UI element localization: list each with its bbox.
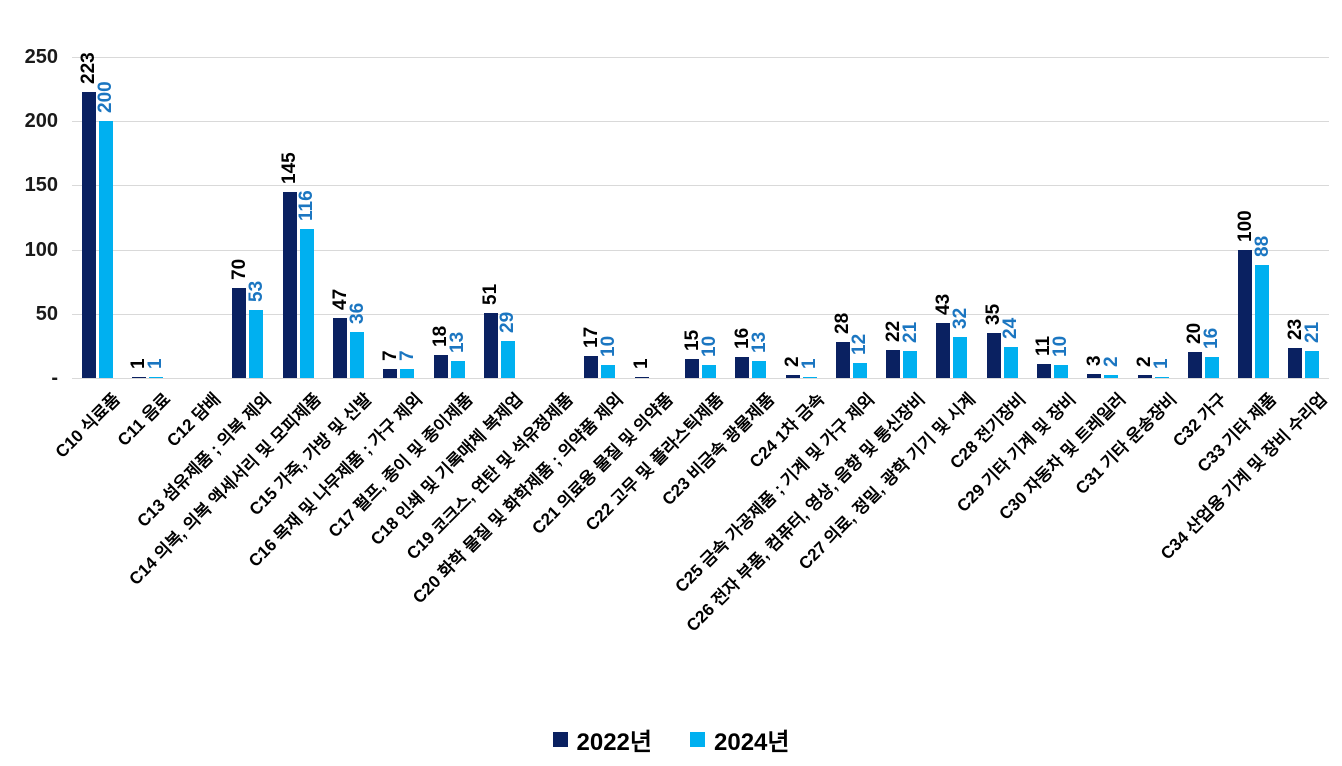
bar-2022년-C34[interactable] bbox=[1288, 348, 1303, 378]
bar-value-label: 200 bbox=[95, 81, 117, 114]
gridline bbox=[72, 121, 1329, 123]
bar-2022년-C30[interactable] bbox=[1087, 374, 1102, 378]
gridline bbox=[72, 313, 1329, 315]
bar-value-label: 88 bbox=[1251, 235, 1273, 257]
bar-value-label: 21 bbox=[1301, 321, 1323, 344]
legend-swatch-icon bbox=[552, 732, 568, 747]
bar-2022년-C24[interactable] bbox=[785, 375, 800, 378]
bar-2024년-C15[interactable] bbox=[350, 331, 365, 378]
bar-2022년-C32[interactable] bbox=[1187, 352, 1202, 378]
bar-value-label: 223 bbox=[78, 51, 100, 84]
y-axis-tick-label: 150 bbox=[24, 174, 58, 197]
plot-area bbox=[72, 57, 1329, 379]
bar-2024년-C11[interactable] bbox=[148, 376, 163, 378]
bar-2024년-C29[interactable] bbox=[1053, 365, 1068, 378]
bar-2022년-C10[interactable] bbox=[81, 91, 96, 378]
legend-item-2024년[interactable]: 2024년 bbox=[690, 722, 789, 757]
bar-2022년-C33[interactable] bbox=[1238, 249, 1253, 378]
bar-value-label: 1 bbox=[631, 358, 653, 369]
bar-value-label: 10 bbox=[698, 336, 720, 358]
bar-value-label: 116 bbox=[296, 190, 318, 222]
y-axis-tick-label: 100 bbox=[24, 238, 58, 261]
bar-2024년-C26[interactable] bbox=[903, 351, 918, 378]
bar-2022년-C15[interactable] bbox=[333, 317, 348, 378]
bar-value-label: 2 bbox=[1100, 356, 1122, 368]
legend: 2022년 2024년 bbox=[0, 722, 1342, 757]
legend-swatch-icon bbox=[690, 732, 705, 747]
bar-2022년-C29[interactable] bbox=[1036, 363, 1051, 378]
legend-label: 2022년 bbox=[576, 729, 652, 756]
y-axis-tick-label: 50 bbox=[35, 302, 58, 325]
x-axis-category-label: C11 음료 bbox=[114, 389, 175, 450]
bar-2024년-C16[interactable] bbox=[400, 369, 415, 378]
legend-item-2022년[interactable]: 2022년 bbox=[552, 722, 652, 757]
gridline bbox=[72, 57, 1329, 58]
bar-2022년-C27[interactable] bbox=[936, 322, 951, 378]
bar-2022년-C22[interactable] bbox=[685, 358, 699, 378]
bar-value-label: 24 bbox=[1000, 318, 1022, 340]
bar-value-label: 29 bbox=[497, 311, 519, 333]
gridline bbox=[72, 249, 1329, 251]
bar-2022년-C13[interactable] bbox=[232, 288, 247, 378]
bar-2024년-C25[interactable] bbox=[852, 362, 867, 378]
bar-2022년-C25[interactable] bbox=[835, 342, 850, 378]
bar-value-label: 13 bbox=[447, 332, 469, 354]
bar-2022년-C20[interactable] bbox=[584, 356, 599, 378]
bar-2024년-C27[interactable] bbox=[953, 336, 968, 378]
bar-value-label: 1 bbox=[145, 358, 167, 369]
bar-2022년-C31[interactable] bbox=[1137, 375, 1152, 378]
bar-value-label: 7 bbox=[396, 350, 418, 361]
bar-2024년-C34[interactable] bbox=[1305, 351, 1320, 378]
bar-value-label: 10 bbox=[1050, 336, 1072, 358]
bar-2024년-C17[interactable] bbox=[450, 361, 465, 378]
gridline bbox=[72, 185, 1329, 187]
bar-2024년-C22[interactable] bbox=[702, 365, 716, 378]
bar-2022년-C17[interactable] bbox=[433, 354, 448, 378]
bar-2022년-C28[interactable] bbox=[986, 333, 1001, 378]
bar-2022년-C23[interactable] bbox=[735, 357, 750, 378]
bar-2024년-C28[interactable] bbox=[1003, 347, 1018, 378]
bar-value-label: 13 bbox=[748, 332, 770, 354]
bar-value-label: 21 bbox=[899, 321, 921, 344]
y-axis-tick-label: 250 bbox=[24, 46, 58, 68]
bar-2024년-C18[interactable] bbox=[500, 340, 515, 378]
bar-2024년-C33[interactable] bbox=[1255, 265, 1270, 378]
bar-value-label: 36 bbox=[346, 302, 368, 324]
bar-value-label: 1 bbox=[799, 358, 821, 369]
bar-2024년-C10[interactable] bbox=[98, 121, 113, 378]
bar-2022년-C16[interactable] bbox=[383, 369, 398, 378]
bar-value-label: 70 bbox=[228, 258, 250, 281]
bar-value-label: 1 bbox=[1151, 358, 1173, 369]
bar-2022년-C21[interactable] bbox=[634, 376, 649, 378]
bar-2022년-C11[interactable] bbox=[131, 376, 146, 378]
bar-2022년-C18[interactable] bbox=[483, 312, 498, 378]
bar-value-label: 53 bbox=[245, 280, 267, 302]
bar-2024년-C32[interactable] bbox=[1204, 357, 1219, 378]
bar-2024년-C13[interactable] bbox=[249, 309, 264, 378]
bar-2024년-C30[interactable] bbox=[1104, 375, 1119, 378]
bar-2024년-C23[interactable] bbox=[752, 361, 767, 378]
bar-value-label: 28 bbox=[832, 312, 854, 335]
legend-label: 2024년 bbox=[714, 729, 790, 756]
bar-2024년-C20[interactable] bbox=[601, 365, 616, 378]
gridline bbox=[72, 378, 1329, 379]
y-axis-tick-label: 200 bbox=[24, 110, 58, 133]
bar-2024년-C14[interactable] bbox=[299, 229, 314, 378]
x-axis-category-label: C10 식료품 bbox=[52, 389, 125, 462]
bar-2022년-C14[interactable] bbox=[282, 191, 297, 378]
bar-value-label: 12 bbox=[849, 333, 871, 355]
bar-2022년-C26[interactable] bbox=[886, 349, 901, 378]
bar-value-label: 32 bbox=[949, 307, 971, 329]
bar-value-label: 145 bbox=[279, 152, 301, 184]
bar-2024년-C31[interactable] bbox=[1154, 376, 1169, 378]
bar-value-label: 16 bbox=[1201, 328, 1223, 350]
bar-value-label: 10 bbox=[597, 336, 619, 358]
bar-value-label: 51 bbox=[480, 283, 502, 305]
bar-2024년-C24[interactable] bbox=[802, 376, 817, 378]
y-axis-tick-label: - bbox=[51, 367, 58, 389]
